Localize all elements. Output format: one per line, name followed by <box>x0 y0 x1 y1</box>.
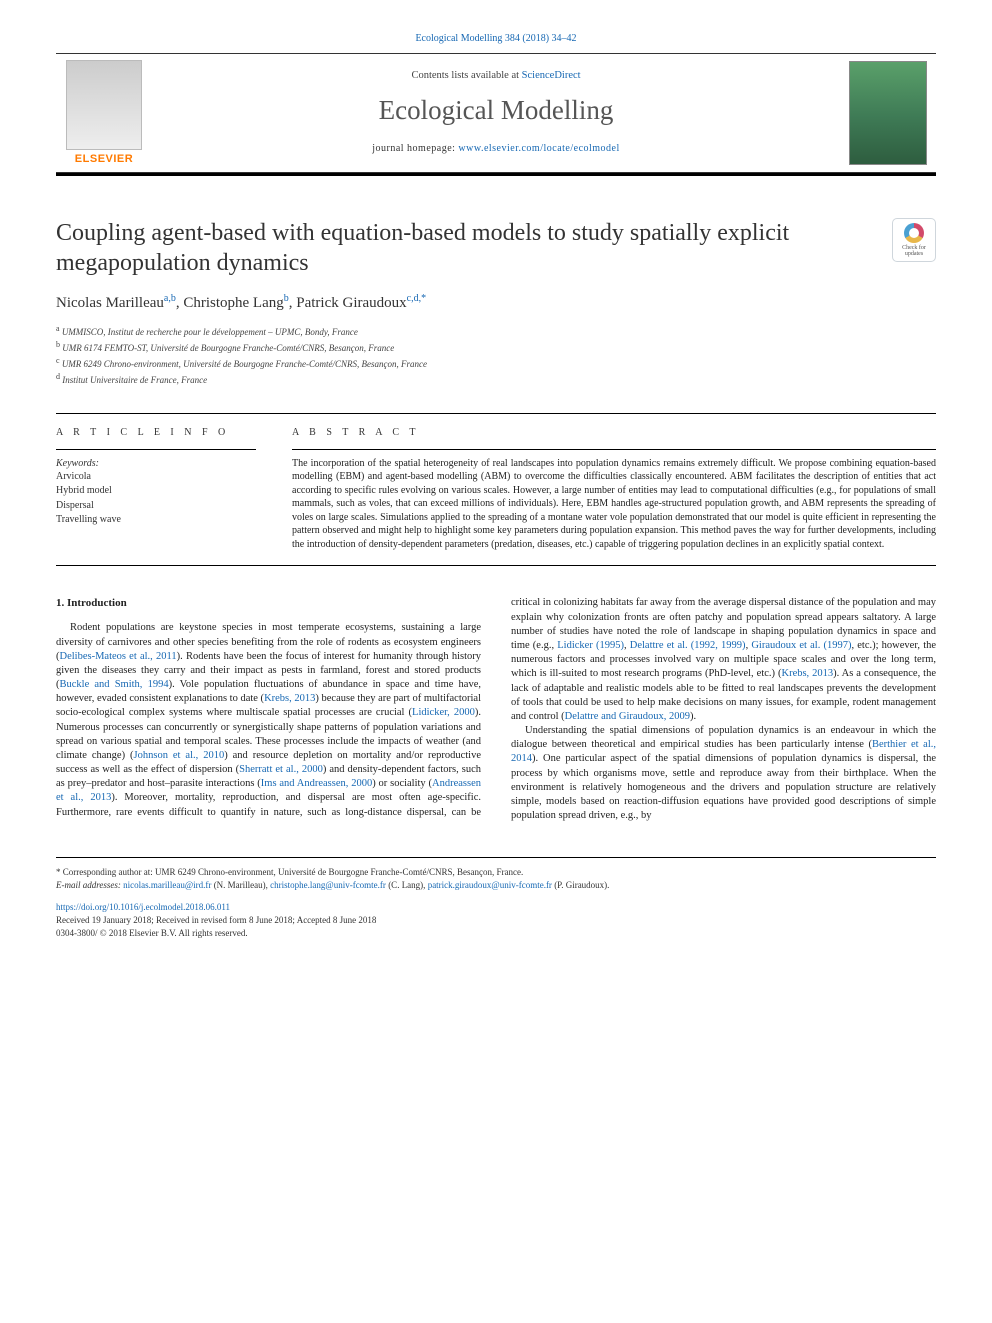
affiliation: c UMR 6249 Chrono-environment, Universit… <box>56 355 936 371</box>
elsevier-tree-icon <box>66 60 142 150</box>
affil-mark[interactable]: c,d,* <box>407 293 426 304</box>
citation-link[interactable]: Johnson et al., 2010 <box>134 750 225 761</box>
running-head: Ecological Modelling 384 (2018) 34–42 <box>56 32 936 45</box>
copyright-line: 0304-3800/ © 2018 Elsevier B.V. All righ… <box>56 927 936 940</box>
affiliation: a UMMISCO, Institut de recherche pour le… <box>56 323 936 339</box>
email-link[interactable]: patrick.giraudoux@univ-fcomte.fr <box>428 880 552 890</box>
journal-cover-block <box>840 54 936 172</box>
citation-link[interactable]: Delattre and Giraudoux, 2009 <box>565 711 690 722</box>
article-info-heading: A R T I C L E I N F O <box>56 426 256 439</box>
email-link[interactable]: nicolas.marilleau@ird.fr <box>123 880 211 890</box>
journal-homepage-link[interactable]: www.elsevier.com/locate/ecolmodel <box>458 143 619 154</box>
affiliation: d Institut Universitaire de France, Fran… <box>56 371 936 387</box>
abstract-text: The incorporation of the spatial heterog… <box>292 457 936 552</box>
email-link[interactable]: christophe.lang@univ-fcomte.fr <box>270 880 386 890</box>
citation-link[interactable]: Giraudoux et al. (1997) <box>751 640 851 651</box>
section-heading: 1. Introduction <box>56 596 481 611</box>
info-abstract-row: A R T I C L E I N F O Keywords: Arvicola… <box>56 426 936 567</box>
masthead: ELSEVIER Contents lists available at Sci… <box>56 53 936 176</box>
citation-link[interactable]: Delattre et al. (1992, 1999) <box>630 640 746 651</box>
citation-link[interactable]: Delibes-Mateos et al., 2011 <box>60 651 177 662</box>
citation-link[interactable]: Krebs, 2013 <box>781 668 833 679</box>
abstract-heading: A B S T R A C T <box>292 426 936 439</box>
affil-mark[interactable]: b <box>284 293 289 304</box>
article-info-col: A R T I C L E I N F O Keywords: Arvicola… <box>56 426 256 552</box>
publisher-logo-block: ELSEVIER <box>56 54 152 172</box>
citation-link[interactable]: Buckle and Smith, 1994 <box>60 679 169 690</box>
sciencedirect-link[interactable]: ScienceDirect <box>522 70 581 81</box>
doi-line: https://doi.org/10.1016/j.ecolmodel.2018… <box>56 901 936 914</box>
citation-link[interactable]: Lidicker (1995) <box>557 640 624 651</box>
history-line: Received 19 January 2018; Received in re… <box>56 914 936 927</box>
keyword: Dispersal <box>56 499 256 514</box>
email-line: E-mail addresses: nicolas.marilleau@ird.… <box>56 879 936 892</box>
body-columns: 1. Introduction Rodent populations are k… <box>56 596 936 823</box>
citation-link[interactable]: Lidicker, 2000 <box>412 707 475 718</box>
body-paragraph: Understanding the spatial dimensions of … <box>511 724 936 823</box>
corresponding-author: * Corresponding author at: UMR 6249 Chro… <box>56 866 936 879</box>
keyword: Travelling wave <box>56 513 256 528</box>
divider <box>56 413 936 414</box>
journal-cover-icon <box>849 61 927 165</box>
keywords-list: Arvicola Hybrid model Dispersal Travelli… <box>56 470 256 528</box>
masthead-center: Contents lists available at ScienceDirec… <box>152 54 840 172</box>
citation-link[interactable]: Krebs, 2013 <box>264 693 315 704</box>
affil-mark[interactable]: a,b <box>164 293 176 304</box>
affiliation: b UMR 6174 FEMTO-ST, Université de Bourg… <box>56 339 936 355</box>
keyword: Hybrid model <box>56 484 256 499</box>
footer: * Corresponding author at: UMR 6249 Chro… <box>56 857 936 939</box>
keywords-label: Keywords: <box>56 457 256 470</box>
affiliations: a UMMISCO, Institut de recherche pour le… <box>56 323 936 387</box>
elsevier-wordmark: ELSEVIER <box>75 152 133 166</box>
crossmark-icon <box>904 223 924 243</box>
author-list: Nicolas Marilleaua,b, Christophe Langb, … <box>56 292 936 314</box>
running-head-text[interactable]: Ecological Modelling 384 (2018) 34–42 <box>415 33 576 44</box>
abstract-col: A B S T R A C T The incorporation of the… <box>292 426 936 552</box>
journal-homepage-line: journal homepage: www.elsevier.com/locat… <box>160 142 832 155</box>
check-for-updates-badge[interactable]: Check for updates <box>892 218 936 262</box>
author: Patrick Giraudoux <box>296 295 406 311</box>
contents-line: Contents lists available at ScienceDirec… <box>160 69 832 83</box>
article-title: Coupling agent-based with equation-based… <box>56 218 878 278</box>
author: Christophe Lang <box>183 295 283 311</box>
citation-link[interactable]: Ims and Andreassen, 2000 <box>261 778 372 789</box>
journal-name: Ecological Modelling <box>160 93 832 128</box>
author: Nicolas Marilleau <box>56 295 164 311</box>
citation-link[interactable]: Sherratt et al., 2000 <box>239 764 323 775</box>
doi-link[interactable]: https://doi.org/10.1016/j.ecolmodel.2018… <box>56 902 230 912</box>
keyword: Arvicola <box>56 470 256 485</box>
